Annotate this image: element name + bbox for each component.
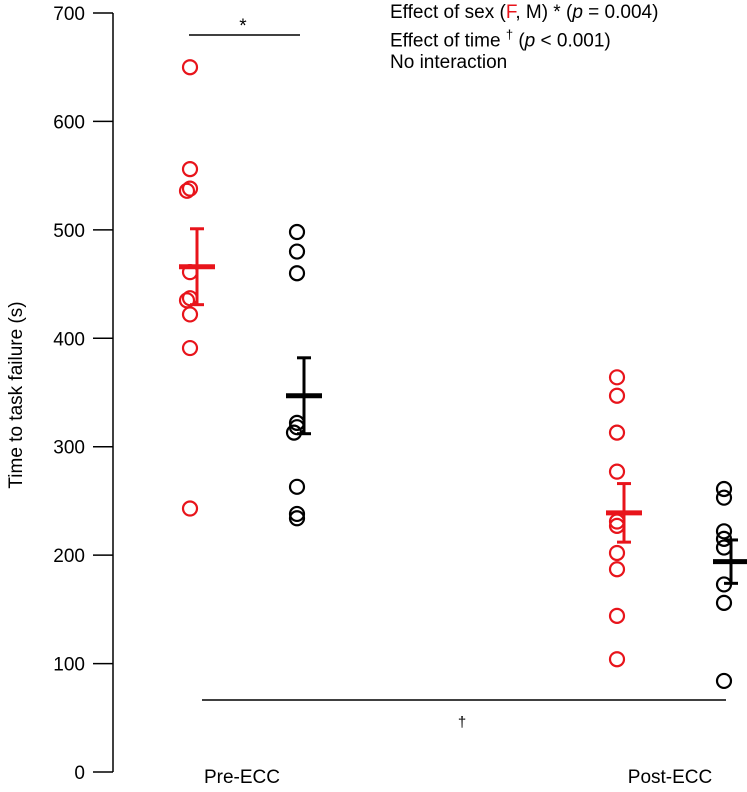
sex-bracket-marker: * [239, 16, 247, 37]
legend-interaction-text: No interaction [390, 52, 508, 73]
data-point [608, 387, 626, 404]
data-point [288, 505, 306, 523]
y-tick-label: 300 [53, 438, 85, 459]
data-point [181, 180, 199, 197]
data-point [288, 223, 306, 241]
legend-time-value: < 0.001) [535, 30, 611, 52]
legend-sex-mid: , M) * ( [515, 2, 573, 23]
data-point [608, 651, 626, 668]
y-tick-label: 0 [74, 763, 85, 784]
legend-sex: Effect of sex (F, M) * (p = 0.004) [390, 2, 658, 24]
mean-sem-markers [179, 227, 747, 585]
data-point [715, 480, 733, 498]
legend-time: Effect of time † (p < 0.001) [390, 27, 611, 52]
data-point [181, 339, 199, 357]
data-point [178, 182, 196, 199]
legend-female-label: F [505, 2, 516, 23]
time-bracket-marker: † [458, 714, 466, 731]
data-point [608, 463, 626, 480]
y-tick-label: 100 [53, 655, 85, 676]
data-point [608, 561, 626, 578]
y-tick-label: 500 [53, 221, 85, 242]
legend-sex-value: = 0.004) [582, 2, 659, 23]
legend-time-p: p [524, 30, 536, 52]
y-tick-label: 400 [53, 329, 85, 350]
y-tick-label: 600 [53, 112, 85, 133]
y-axis-label: Time to task failure (s) [6, 301, 27, 488]
data-point [181, 306, 199, 323]
legend-time-open: ( [513, 30, 525, 52]
data-point [181, 500, 199, 517]
data-point [715, 523, 733, 540]
y-axis: 0 100 200 300 400 500 600 700 [53, 4, 114, 784]
y-tick-label: 200 [53, 546, 85, 567]
data-points [178, 59, 733, 690]
data-point [608, 607, 626, 624]
data-point [181, 161, 199, 178]
data-point [181, 59, 199, 76]
legend-interaction: No interaction [390, 52, 507, 74]
legend-sex-p: p [572, 2, 583, 23]
data-point [715, 489, 733, 506]
data-point [288, 510, 306, 527]
data-point [715, 594, 733, 611]
data-point [288, 478, 306, 495]
data-point [715, 672, 733, 690]
data-point [608, 369, 626, 386]
x-tick-label-pre: Pre-ECC [204, 767, 280, 788]
data-point [608, 424, 626, 441]
legend-sex-prefix: Effect of sex ( [390, 2, 506, 23]
data-point [608, 544, 626, 562]
data-point [715, 539, 733, 556]
y-tick-label: 700 [53, 4, 85, 25]
legend-time-dagger: † [505, 27, 514, 42]
legend-time-prefix: Effect of time [390, 30, 506, 52]
x-axis-labels: Pre-ECC Post-ECC [204, 767, 712, 788]
data-point [288, 265, 306, 282]
x-tick-label-post: Post-ECC [628, 767, 712, 788]
data-point [288, 243, 306, 260]
significance-annotations: * † [189, 16, 726, 731]
